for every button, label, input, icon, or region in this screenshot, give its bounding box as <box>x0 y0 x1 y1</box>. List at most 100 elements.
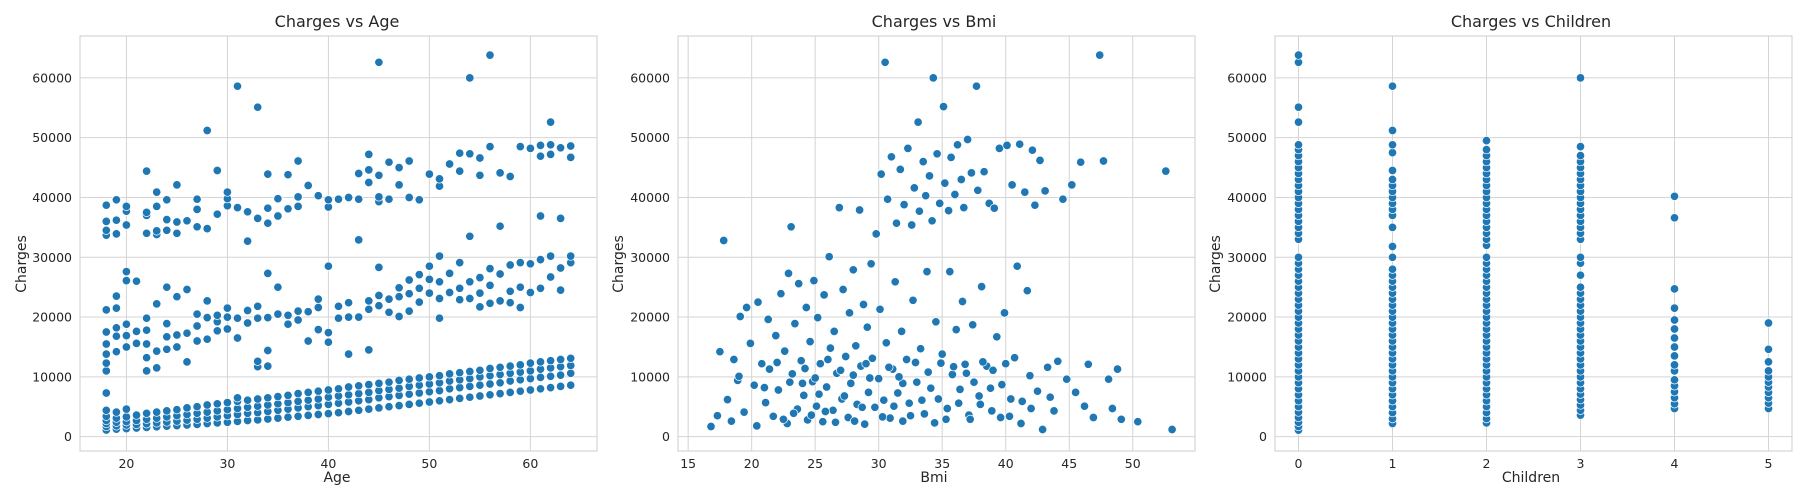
data-point <box>923 367 933 377</box>
data-point <box>404 374 414 384</box>
data-point <box>505 387 515 397</box>
data-point <box>152 187 162 197</box>
data-point <box>556 143 566 153</box>
data-points-age <box>101 50 576 435</box>
data-point <box>956 174 966 185</box>
data-point <box>776 289 786 299</box>
data-point <box>862 322 872 332</box>
data-point <box>928 73 938 83</box>
data-point <box>761 398 771 408</box>
data-point <box>293 396 303 406</box>
data-point <box>142 207 152 217</box>
data-point <box>495 389 505 399</box>
data-point <box>905 411 916 421</box>
data-point <box>525 374 535 384</box>
data-point <box>404 306 414 316</box>
data-point <box>364 345 374 355</box>
data-point <box>913 117 923 127</box>
data-point <box>111 229 121 239</box>
data-point <box>922 267 932 277</box>
data-point <box>879 395 889 405</box>
data-point <box>142 313 152 323</box>
data-point <box>722 395 733 405</box>
x-tick-label: 45 <box>1061 456 1077 471</box>
data-point <box>1763 318 1774 328</box>
data-point <box>495 269 505 279</box>
data-point <box>232 333 243 343</box>
data-point <box>1015 139 1025 149</box>
data-point <box>917 395 927 405</box>
data-point <box>414 373 424 383</box>
data-point <box>729 354 739 365</box>
data-point <box>344 312 354 322</box>
data-point <box>515 258 525 268</box>
data-point <box>162 225 172 235</box>
data-point <box>465 392 475 402</box>
data-point <box>1079 401 1090 411</box>
x-tick-label: 3 <box>1577 456 1585 471</box>
data-point <box>1387 81 1398 91</box>
data-point <box>465 366 475 377</box>
tick-labels-bmi: 15 20 25 30 35 40 45 50 0 10000 20000 30000 40000 500… <box>630 70 1141 471</box>
data-point <box>495 168 505 178</box>
data-point <box>1161 166 1171 176</box>
data-point <box>992 332 1002 342</box>
data-point <box>485 298 495 308</box>
data-point <box>394 180 404 190</box>
data-point <box>735 311 745 322</box>
data-point <box>895 164 905 174</box>
data-point <box>212 165 222 176</box>
data-point <box>202 334 212 344</box>
panel-children: Charges vs Children Children Charges 0 1 2… <box>1208 12 1793 486</box>
data-point <box>1293 252 1304 262</box>
data-point <box>957 296 968 307</box>
data-point <box>293 389 303 399</box>
data-point <box>1006 394 1016 404</box>
data-point <box>263 169 273 179</box>
data-point <box>455 166 465 176</box>
data-point <box>162 332 172 342</box>
data-point <box>546 272 556 282</box>
data-point <box>935 198 945 208</box>
data-point <box>941 414 951 424</box>
data-point <box>364 296 374 306</box>
x-axis-label-age: Age <box>323 470 350 486</box>
data-point <box>303 395 313 405</box>
data-point <box>485 280 495 290</box>
data-point <box>485 390 495 400</box>
data-point <box>202 313 212 323</box>
data-point <box>1032 386 1043 396</box>
data-point <box>1387 140 1398 150</box>
data-point <box>182 284 192 295</box>
data-point <box>546 117 556 127</box>
data-point <box>485 363 495 374</box>
x-tick-label: 25 <box>807 456 823 471</box>
data-point <box>955 384 965 394</box>
data-point <box>172 342 182 352</box>
data-point <box>894 372 904 382</box>
data-point <box>850 416 860 426</box>
data-point <box>796 356 806 366</box>
data-point <box>809 276 819 286</box>
data-point <box>893 388 903 398</box>
x-axis-label-children: Children <box>1502 470 1560 486</box>
data-point <box>932 149 942 159</box>
data-point <box>243 318 253 328</box>
data-point <box>997 380 1007 390</box>
data-point <box>786 222 796 232</box>
data-point <box>475 288 485 298</box>
data-point <box>771 331 781 341</box>
data-point <box>1669 324 1680 334</box>
x-tick-label: 30 <box>219 456 235 471</box>
data-point <box>823 354 833 365</box>
data-point <box>556 213 566 223</box>
data-point <box>797 378 808 388</box>
data-point <box>465 231 475 241</box>
data-point <box>283 412 293 422</box>
x-tick-label: 20 <box>744 456 760 471</box>
data-point <box>485 264 495 274</box>
data-point <box>344 298 354 308</box>
data-point <box>273 413 283 423</box>
data-point <box>131 326 142 336</box>
data-point <box>111 347 121 357</box>
